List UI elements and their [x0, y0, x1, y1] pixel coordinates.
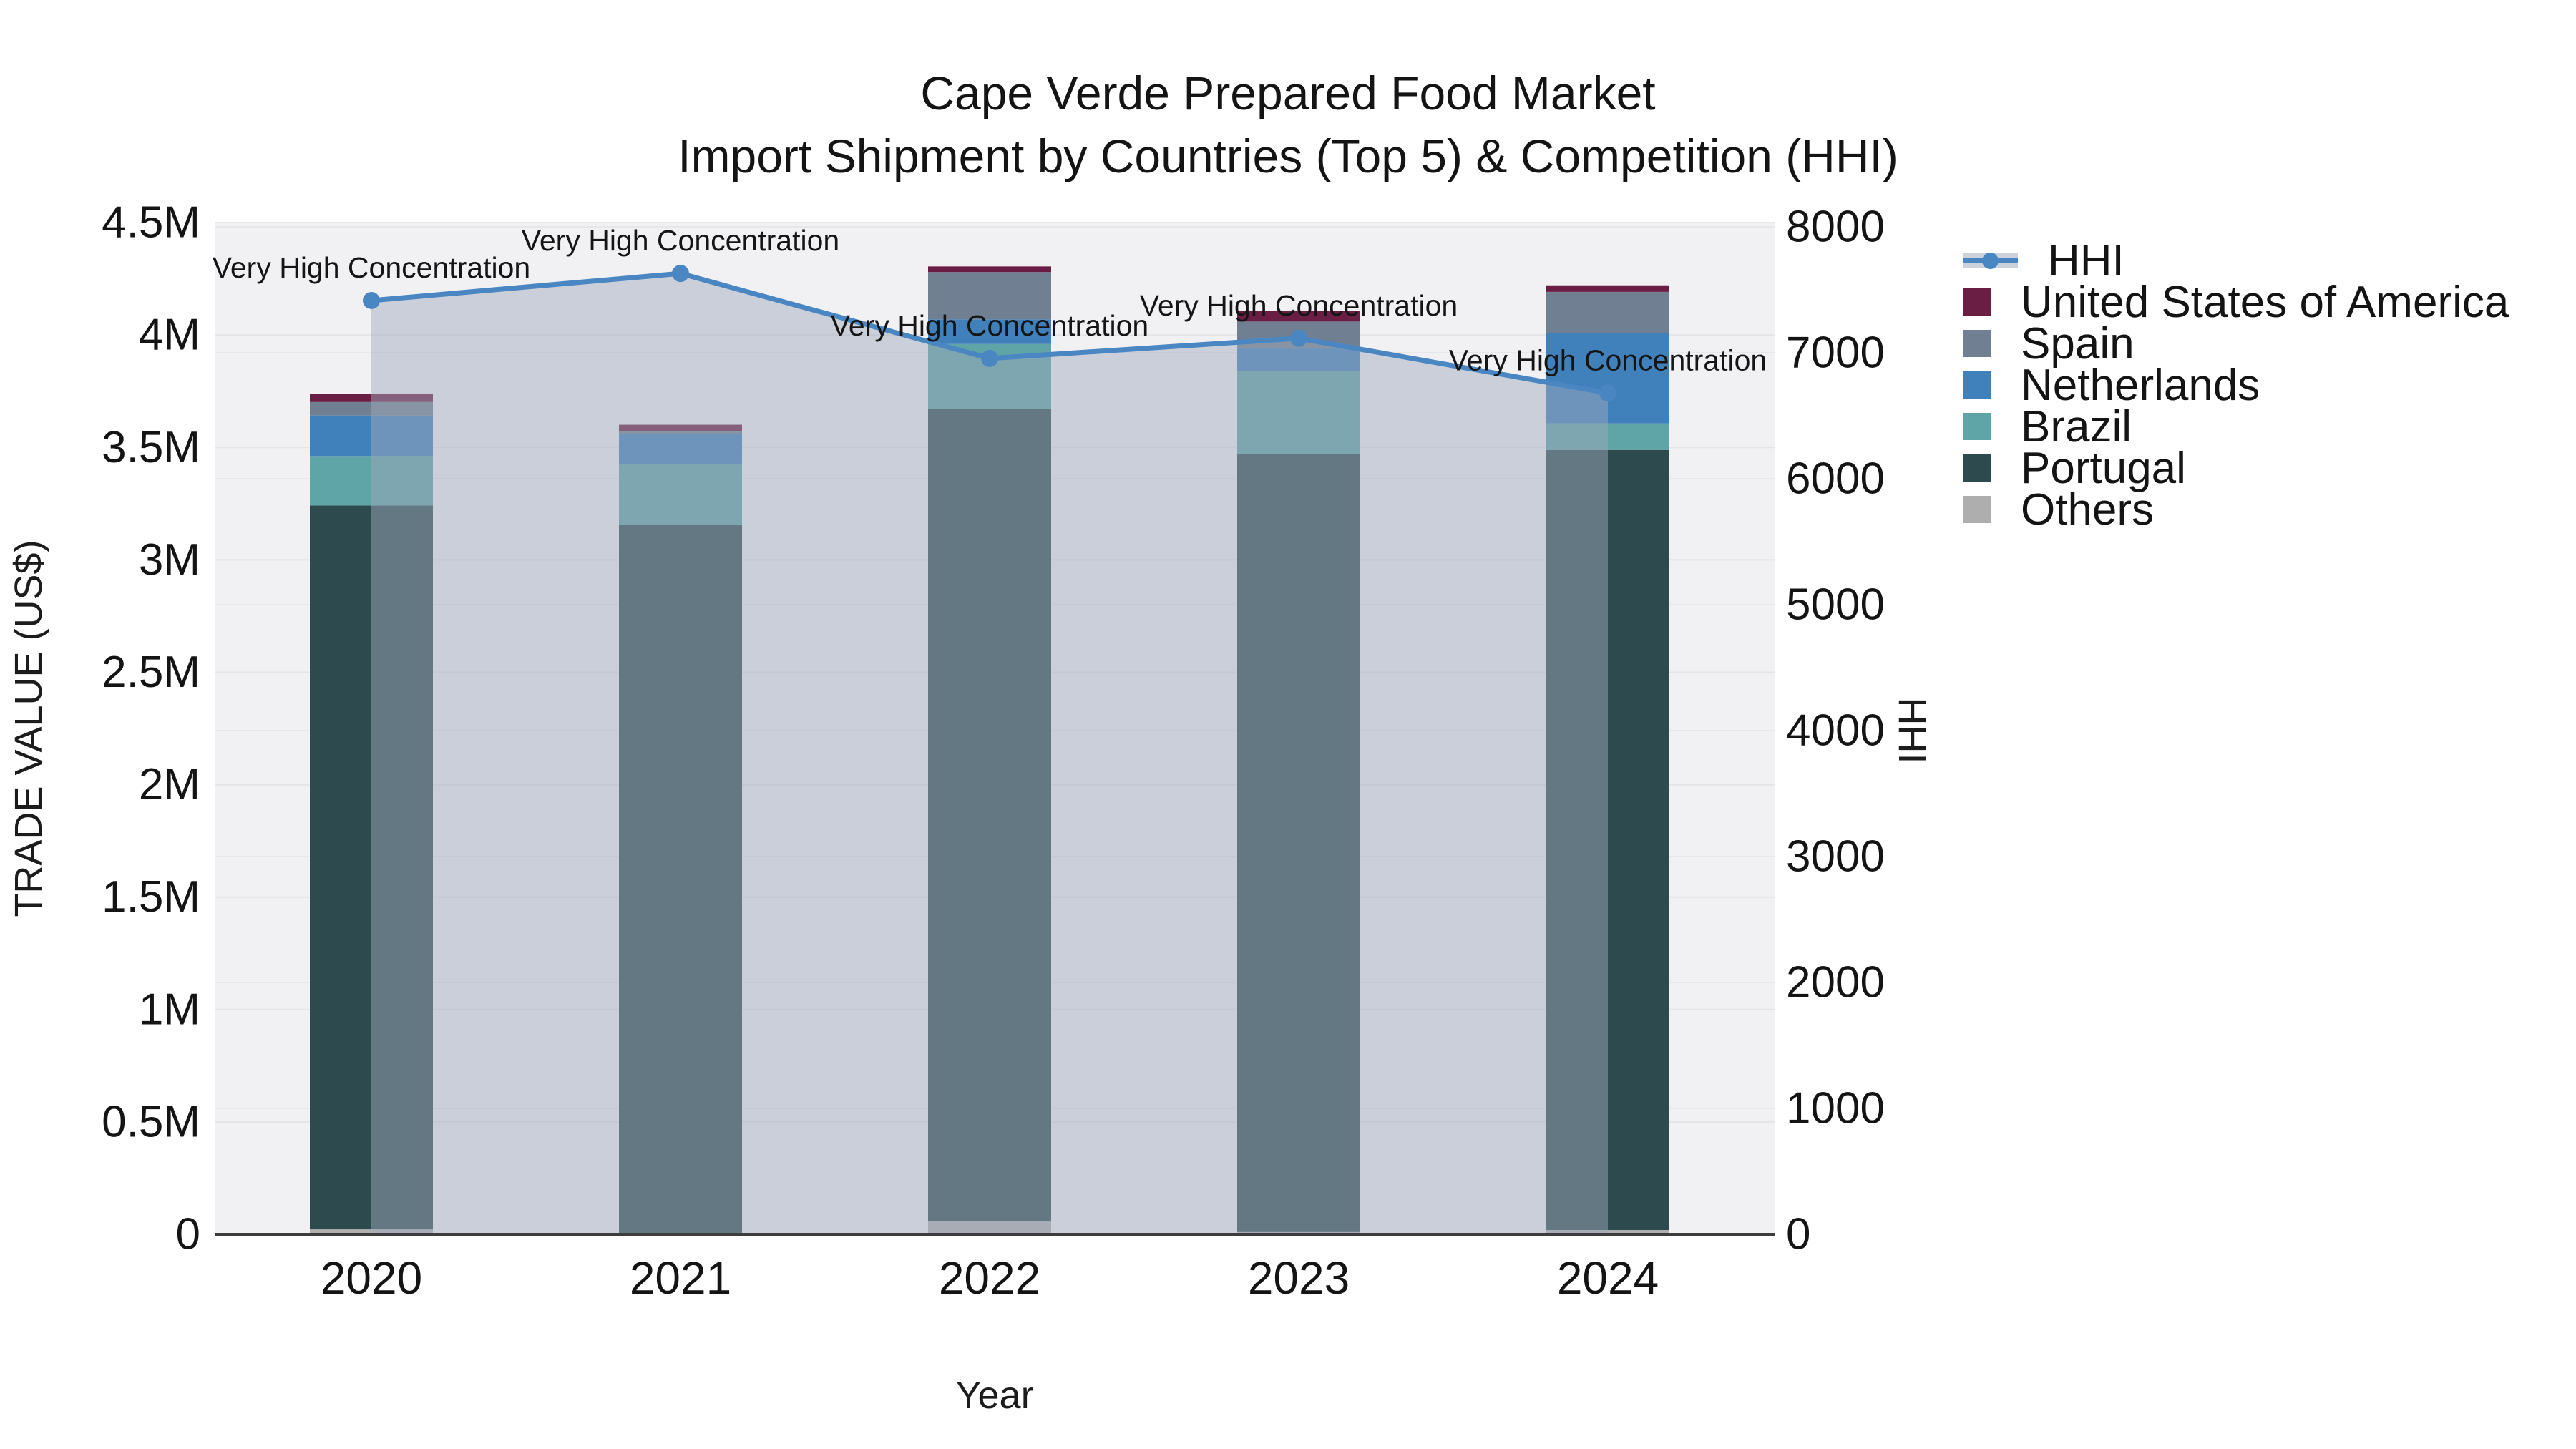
y-right-tick-label-8: 8000: [1786, 203, 1885, 252]
bar-segment-portugal-2020[interactable]: [310, 505, 433, 1230]
x-tick-label-2024: 2024: [1557, 1252, 1659, 1304]
y-right-tick-label-7: 7000: [1786, 328, 1885, 378]
x-axis-title: Year: [955, 1374, 1034, 1417]
y-left-tick-label-6: 3M: [139, 535, 200, 585]
chart-title-line-1: Cape Verde Prepared Food Market: [920, 67, 1656, 119]
x-tick-label-2020: 2020: [321, 1252, 422, 1304]
x-tick-label-2023: 2023: [1248, 1252, 1350, 1304]
y-right-tick-label-5: 5000: [1786, 580, 1885, 630]
legend-swatch-portugal: [1963, 454, 1991, 482]
x-tick-label-2022: 2022: [939, 1252, 1040, 1304]
y-right-tick-label-2: 2000: [1786, 958, 1885, 1008]
annotation-2020: Very High Concentration: [213, 251, 530, 284]
y-left-tick-label-8: 4M: [139, 311, 200, 360]
bar-segment-netherlands-2020[interactable]: [310, 415, 433, 457]
bar-segment-netherlands-2024[interactable]: [1546, 333, 1669, 424]
legend-swatch-spain: [1963, 330, 1991, 357]
bar-segment-brazil-2021[interactable]: [619, 464, 742, 525]
y-left-tick-label-2: 1M: [139, 985, 200, 1034]
bar-segment-others-2022[interactable]: [928, 1221, 1051, 1234]
bar-segment-brazil-2024[interactable]: [1546, 423, 1669, 450]
legend-swatch-others: [1963, 496, 1991, 523]
legend-item-spain[interactable]: Spain: [1963, 319, 2509, 369]
y-axis-title-left: TRADE VALUE (US$): [7, 540, 50, 917]
hhi-marker-2020[interactable]: [363, 291, 380, 309]
bar-segment-united-states-of-america-2020[interactable]: [310, 394, 433, 402]
hhi-fill-area: [371, 273, 1608, 1234]
bar-segment-portugal-2023[interactable]: [1237, 454, 1360, 1232]
y-left-tick-label-1: 0.5M: [102, 1097, 200, 1146]
bar-segment-netherlands-2022[interactable]: [928, 319, 1051, 344]
y-left-tick-label-5: 2.5M: [102, 648, 200, 697]
bar-segment-spain-2022[interactable]: [928, 272, 1051, 320]
hhi-marker-sample: [1982, 253, 1999, 269]
annotation-2023: Very High Concentration: [1140, 289, 1458, 322]
legend-item-united-states-of-america[interactable]: United States of America: [1963, 278, 2509, 327]
y-axis-title-right: HHI: [1890, 697, 1933, 764]
y-left-tick-label-9: 4.5M: [102, 198, 200, 248]
annotation-2022: Very High Concentration: [831, 309, 1148, 342]
legend-item-portugal[interactable]: Portugal: [1963, 444, 2509, 493]
legend-label: Brazil: [2021, 401, 2132, 452]
y-left-tick-label-4: 2M: [139, 760, 200, 809]
legend-item-others[interactable]: Others: [1963, 485, 2509, 535]
bar-segment-spain-2024[interactable]: [1546, 291, 1669, 334]
legend-item-brazil[interactable]: Brazil: [1963, 402, 2509, 452]
y-right-tick-label-4: 4000: [1786, 706, 1885, 756]
annotation-2024: Very High Concentration: [1449, 343, 1767, 376]
bar-segment-netherlands-2023[interactable]: [1237, 348, 1360, 371]
bar-segment-portugal-2022[interactable]: [928, 409, 1051, 1221]
chart-title-line-2: Import Shipment by Countries (Top 5) & C…: [678, 130, 1898, 182]
legend-label: Portugal: [2021, 443, 2186, 493]
legend: HHI United States of America Spain Netherla…: [1963, 236, 2509, 535]
bar-segment-spain-2020[interactable]: [310, 401, 433, 416]
bar-segment-brazil-2020[interactable]: [310, 456, 433, 506]
y-right-tick-label-1: 1000: [1786, 1084, 1885, 1133]
y-right-tick-label-3: 3000: [1786, 832, 1885, 882]
bar-segment-brazil-2023[interactable]: [1237, 371, 1360, 454]
annotation-2021: Very High Concentration: [522, 224, 839, 257]
hhi-marker-2023[interactable]: [1290, 329, 1307, 347]
legend-swatch-united-states-of-america: [1963, 288, 1991, 316]
legend-label: Spain: [2021, 318, 2135, 369]
hhi-marker-2024[interactable]: [1599, 384, 1616, 402]
legend-label: United States of America: [2021, 277, 2509, 327]
bar-segment-united-states-of-america-2021[interactable]: [619, 424, 742, 431]
hhi-marker-2022[interactable]: [981, 349, 998, 367]
bar-segment-united-states-of-america-2023[interactable]: [1237, 311, 1360, 322]
bar-segment-portugal-2024[interactable]: [1546, 449, 1669, 1231]
bar-segment-portugal-2021[interactable]: [619, 525, 742, 1234]
legend-swatch-netherlands: [1963, 371, 1991, 399]
bar-segment-united-states-of-america-2022[interactable]: [928, 266, 1051, 273]
bar-segment-spain-2021[interactable]: [619, 431, 742, 434]
hhi-legend-sample: [1963, 247, 2018, 274]
bar-segment-others-2024[interactable]: [1546, 1230, 1669, 1234]
x-tick-label-2021: 2021: [630, 1252, 731, 1304]
legend-item-netherlands[interactable]: Netherlands: [1963, 361, 2509, 410]
bar-segment-netherlands-2021[interactable]: [619, 434, 742, 464]
legend-label: Others: [2021, 484, 2155, 535]
hhi-marker-2021[interactable]: [672, 265, 689, 283]
legend-label: Netherlands: [2021, 360, 2260, 410]
bar-segment-others-2020[interactable]: [310, 1229, 433, 1234]
legend-label: HHI: [2048, 235, 2124, 286]
bar-segment-united-states-of-america-2024[interactable]: [1546, 285, 1669, 292]
y-right-tick-label-0: 0: [1786, 1210, 1810, 1259]
y-left-tick-label-3: 1.5M: [102, 872, 200, 922]
y-left-tick-label-7: 3.5M: [102, 423, 200, 472]
legend-item-hhi[interactable]: HHI: [1963, 236, 2509, 286]
y-left-tick-label-0: 0: [176, 1210, 200, 1259]
legend-swatch-brazil: [1963, 413, 1991, 440]
y-right-tick-label-6: 6000: [1786, 454, 1885, 504]
